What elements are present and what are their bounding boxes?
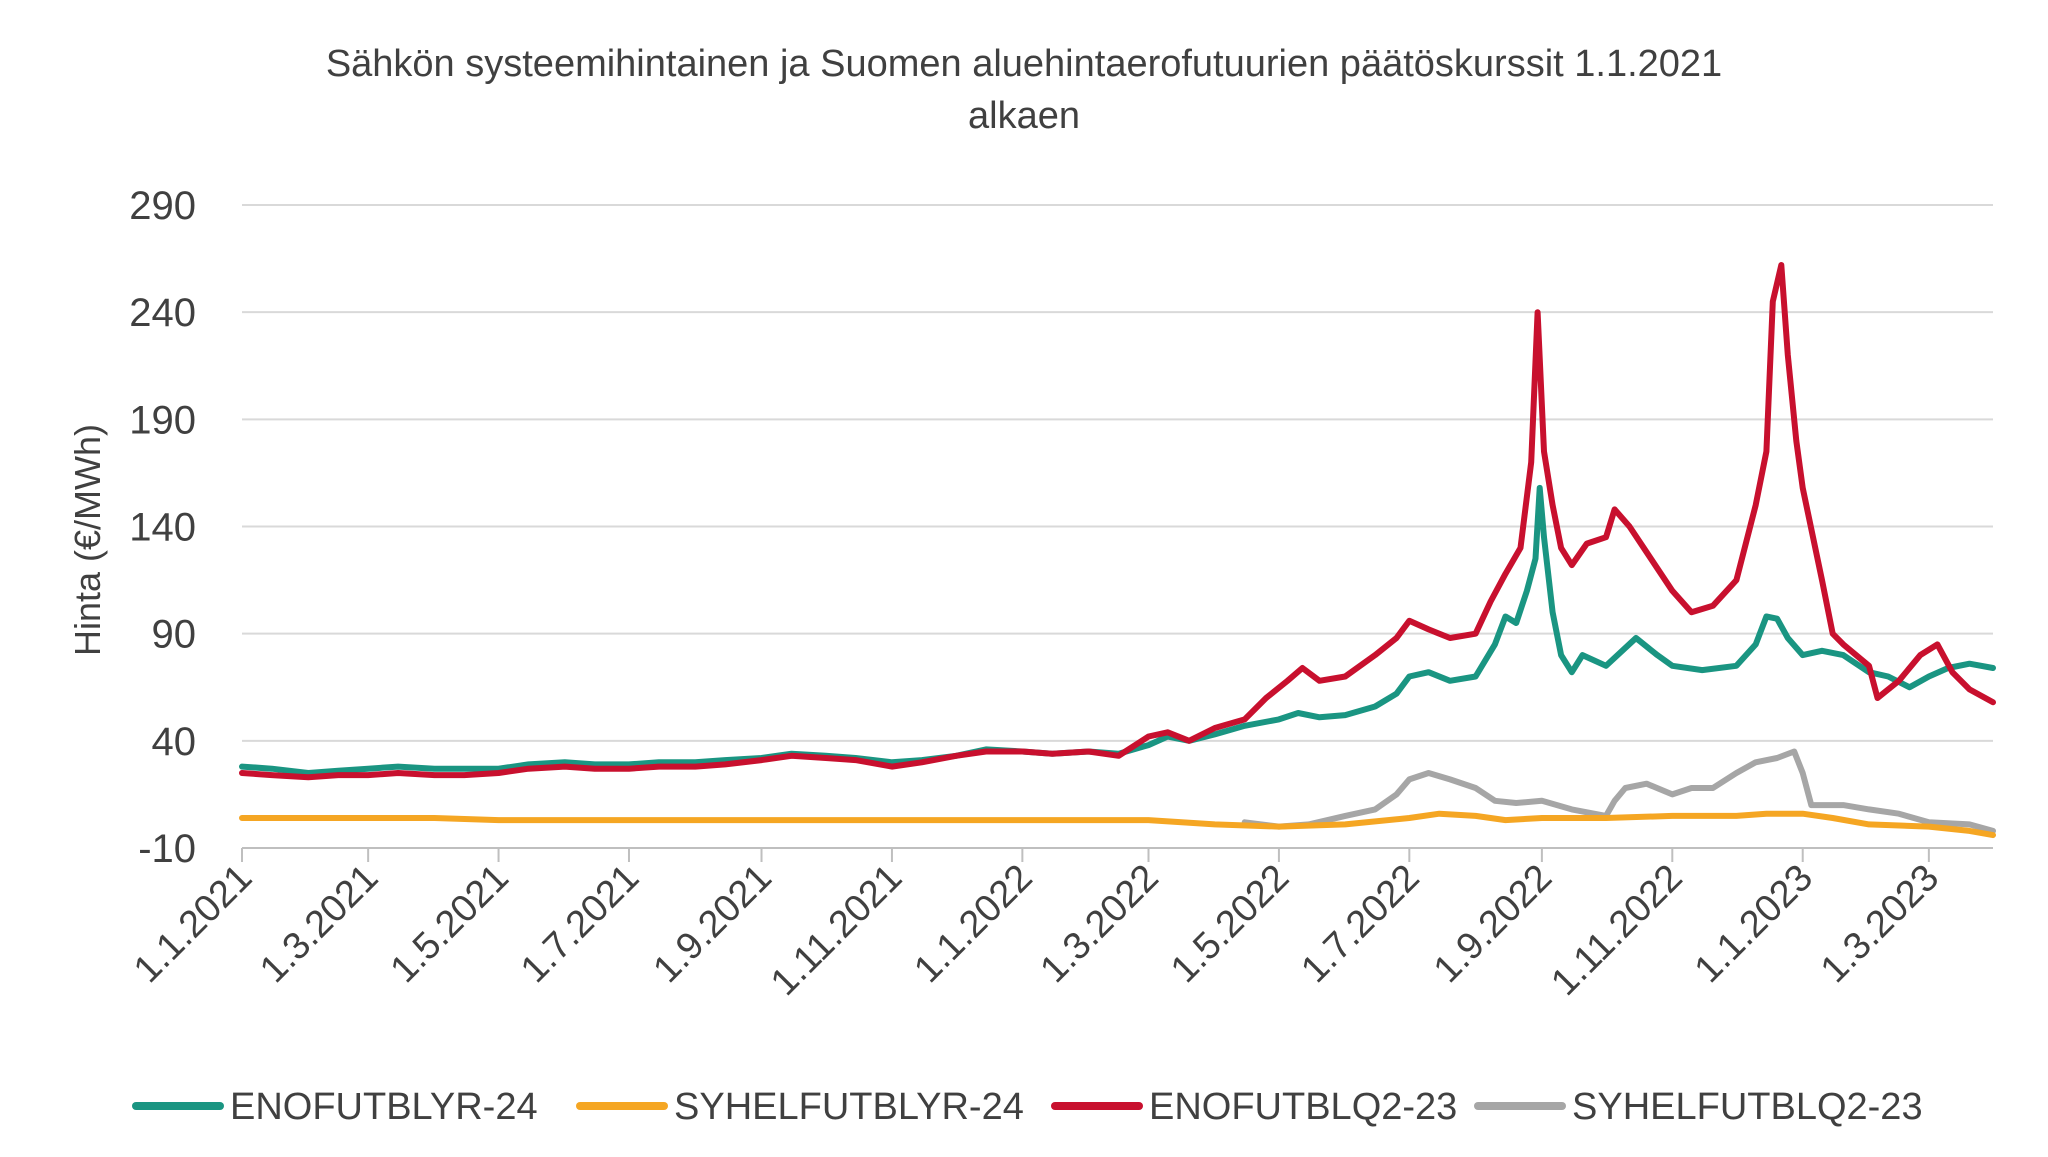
legend-item-syhelfutblyr-24: SYHELFUTBLYR-24	[576, 1086, 1024, 1128]
x-tick-label: 1.3.2022	[1033, 857, 1167, 991]
series-line-syhelfutblyr-24	[239, 810, 1996, 839]
y-tick-label: 140	[129, 506, 196, 550]
x-tick-label: 1.7.2022	[1293, 857, 1427, 991]
x-tick-label: 1.5.2022	[1163, 857, 1297, 991]
x-tick-label: 1.1.2022	[906, 857, 1040, 991]
x-tick-label: 1.11.2021	[763, 857, 910, 1004]
series-line-enofutblq2-23	[239, 262, 1996, 781]
x-tick-label: 1.1.2023	[1687, 857, 1821, 991]
x-tick-label: 1.9.2022	[1426, 857, 1560, 991]
x-tick-label: 1.1.2021	[126, 857, 260, 991]
chart-title-line-2: alkaen	[968, 95, 1080, 137]
series-line-syhelfutblq2-23	[1241, 748, 1996, 834]
legend-label: SYHELFUTBLYR-24	[674, 1086, 1024, 1128]
chart-title: Sähkön systeemihintainen ja Suomen alueh…	[0, 38, 2048, 142]
series-line-enofutblyr-24	[239, 484, 1996, 776]
legend-label: ENOFUTBLYR-24	[230, 1086, 538, 1128]
legend-item-enofutblyr-24: ENOFUTBLYR-24	[132, 1086, 538, 1128]
legend-item-syhelfutblq2-23: SYHELFUTBLQ2-23	[1474, 1086, 1923, 1128]
y-tick-label: -10	[138, 827, 196, 871]
x-tick-label: 1.3.2023	[1813, 857, 1947, 991]
legend-item-enofutblq2-23: ENOFUTBLQ2-23	[1051, 1086, 1457, 1128]
y-axis-label: Hinta (€/MWh)	[67, 424, 108, 656]
y-tick-label: 190	[129, 398, 196, 442]
legend-label: SYHELFUTBLQ2-23	[1572, 1086, 1923, 1128]
series-lines	[239, 262, 1996, 839]
legend-label: ENOFUTBLQ2-23	[1149, 1086, 1457, 1128]
y-tick-label: 240	[129, 291, 196, 335]
y-axis-ticks: -10 40 90 140 190 240 290	[129, 184, 196, 871]
y-tick-label: 290	[129, 184, 196, 228]
chart-title-line-1: Sähkön systeemihintainen ja Suomen alueh…	[325, 43, 1723, 85]
x-axis-ticks: 1.1.20211.3.20211.5.20211.7.20211.9.2021…	[126, 848, 1947, 1004]
x-tick-label: 1.3.2021	[252, 857, 386, 991]
x-tick-label: 1.7.2021	[513, 857, 647, 991]
x-tick-label: 1.9.2021	[646, 857, 780, 991]
x-tick-label: 1.5.2021	[383, 857, 517, 991]
x-tick-label: 1.11.2022	[1543, 857, 1690, 1004]
legend: ENOFUTBLYR-24 SYHELFUTBLYR-24 ENOFUTBLQ2-2…	[132, 1086, 1923, 1128]
gridlines	[242, 204, 1993, 742]
y-tick-label: 90	[152, 613, 197, 657]
y-tick-label: 40	[152, 720, 197, 764]
